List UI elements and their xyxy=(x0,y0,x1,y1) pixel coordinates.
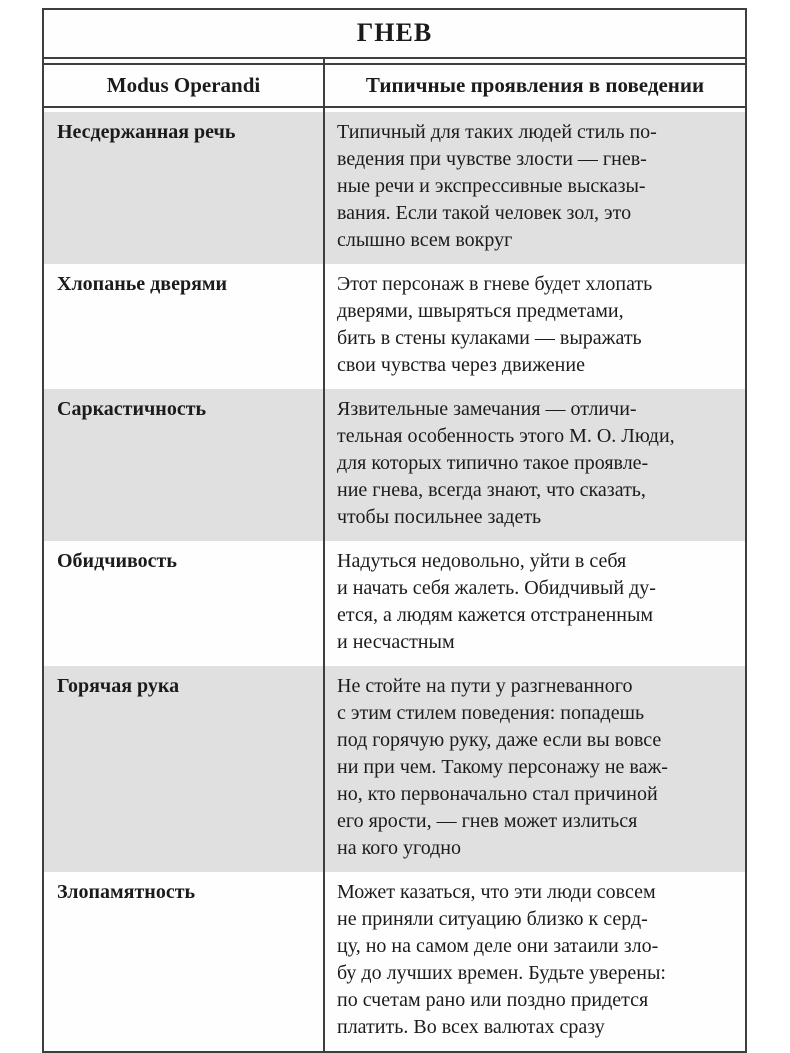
table-row: Несдержанная речь Типичный для таких люд… xyxy=(44,112,745,264)
row-term: Хлопанье дверями xyxy=(44,264,325,389)
row-description: Язвительные замечания — отличи- тельная … xyxy=(337,398,675,528)
separator-gap-bottom xyxy=(44,108,745,112)
table-row: Хлопанье дверями Этот персонаж в гневе б… xyxy=(44,264,745,389)
column-header-typical-behavior: Типичные проявления в поведении xyxy=(365,73,705,97)
divider-continuation xyxy=(44,108,325,112)
table-row: Саркастичность Язвительные замечания — о… xyxy=(44,389,745,541)
divider-continuation xyxy=(44,59,325,63)
row-term: Горячая рука xyxy=(44,666,325,872)
separator-gap-top xyxy=(44,59,745,63)
row-term: Злопамятность xyxy=(44,872,325,1051)
row-description: Этот персонаж в гневе будет хлопать двер… xyxy=(337,273,653,376)
row-description: Надуться недовольно, уйти в себя и начат… xyxy=(337,550,656,653)
row-term: Обидчивость xyxy=(44,541,325,666)
row-description: Может казаться, что эти люди совсем не п… xyxy=(337,881,666,1038)
row-description: Не стойте на пути у разгневанного с этим… xyxy=(337,675,668,859)
table-header-row: Modus Operandi Типичные проявления в пов… xyxy=(44,63,745,108)
table-row: Горячая рука Не стойте на пути у разгнев… xyxy=(44,666,745,872)
column-header-modus-operandi: Modus Operandi xyxy=(44,65,325,106)
row-description: Типичный для таких людей стиль по- веден… xyxy=(337,121,657,251)
row-term: Саркастичность xyxy=(44,389,325,541)
table-row: Злопамятность Может казаться, что эти лю… xyxy=(44,872,745,1051)
table-body: Несдержанная речь Типичный для таких люд… xyxy=(44,112,745,1051)
table-row: Обидчивость Надуться недовольно, уйти в … xyxy=(44,541,745,666)
table-title: ГНЕВ xyxy=(44,10,745,59)
row-term: Несдержанная речь xyxy=(44,112,325,264)
anger-table: ГНЕВ Modus Operandi Типичные проявления … xyxy=(42,8,747,1053)
